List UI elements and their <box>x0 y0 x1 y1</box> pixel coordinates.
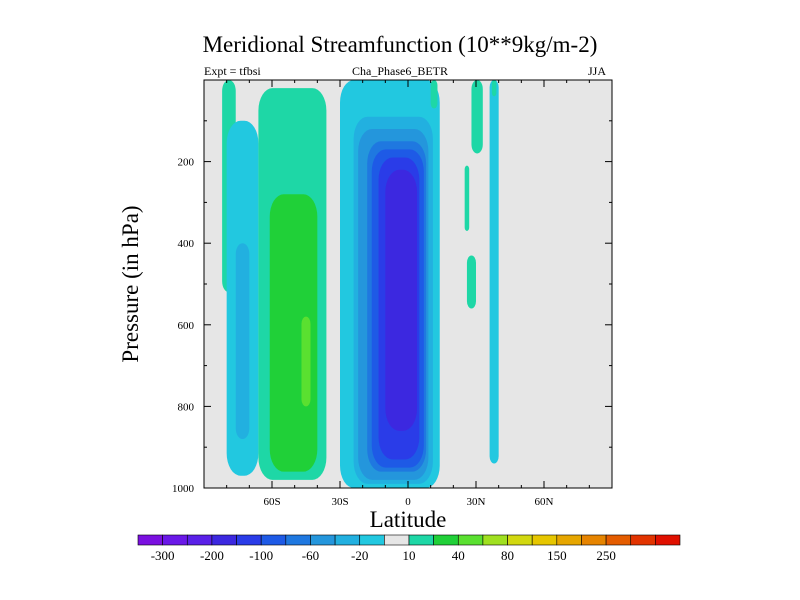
contour-fills <box>222 80 499 488</box>
colorbar-swatch <box>359 534 385 546</box>
colorbar-swatch <box>605 534 632 546</box>
contour-region-nh-strip-2 <box>464 165 470 231</box>
colorbar-label: -60 <box>302 548 319 563</box>
chart-title: Meridional Streamfunction (10**9kg/m-2) <box>202 32 598 57</box>
contour-region-hadley-core <box>385 169 418 431</box>
colorbar-swatch <box>236 534 262 546</box>
colorbar-label: 250 <box>596 548 616 563</box>
colorbar-label: -300 <box>151 548 175 563</box>
colorbar-swatch <box>285 534 311 546</box>
contour-region-nh-strip-6 <box>491 80 497 97</box>
colorbar-label: 10 <box>403 548 416 563</box>
colorbar-swatch <box>408 534 434 546</box>
y-axis: 200 400 600 800 1000 <box>172 120 612 495</box>
y-axis-title: Pressure (in hPa) <box>118 205 143 362</box>
y-tick-label: 1000 <box>172 483 195 495</box>
contour-region-sh-ferrel-core <box>301 316 311 407</box>
colorbar-swatch <box>260 534 287 546</box>
y-tick-label: 800 <box>178 401 195 413</box>
colorbar-swatch <box>531 534 558 546</box>
contour-region-nh-strip-5 <box>489 80 499 464</box>
colorbar-swatch <box>384 534 410 546</box>
y-tick-label: 600 <box>178 320 195 332</box>
colorbar-label: -200 <box>200 548 224 563</box>
colorbar-label: -20 <box>351 548 368 563</box>
colorbar-swatch <box>211 534 237 546</box>
x-axis-title: Latitude <box>370 507 447 532</box>
x-axis: 60S 30S 0 30N 60N <box>226 80 590 508</box>
x-tick-label: 0 <box>405 496 411 508</box>
contour-region-nh-strip-3 <box>466 255 476 309</box>
season-label: JJA <box>588 64 607 78</box>
colorbar-label: 150 <box>547 548 567 563</box>
model-label: Cha_Phase6_BETR <box>352 64 448 78</box>
contour-region-sh-polar-cell-inner <box>235 243 250 440</box>
colorbar-swatch <box>655 534 681 546</box>
x-tick-label: 30S <box>331 496 348 508</box>
colorbar-swatch <box>334 534 361 546</box>
colorbar: -300 -200 -100 -60 -20 10 40 80 150 250 <box>137 534 681 563</box>
y-tick-label: 200 <box>178 157 195 169</box>
colorbar-swatch <box>556 534 582 546</box>
colorbar-swatch <box>507 534 533 546</box>
colorbar-label: -100 <box>249 548 273 563</box>
x-tick-label: 30N <box>467 496 486 508</box>
colorbar-swatch <box>137 534 163 546</box>
colorbar-swatch <box>581 534 607 546</box>
contour-region-nh-strip-4 <box>471 80 483 154</box>
experiment-label: Expt = tfbsi <box>204 64 261 78</box>
x-tick-label: 60N <box>535 496 554 508</box>
colorbar-swatch <box>482 534 508 546</box>
colorbar-label: 40 <box>452 548 465 563</box>
colorbar-swatch <box>186 534 213 546</box>
colorbar-swatch <box>630 534 656 546</box>
x-tick-label: 60S <box>263 496 280 508</box>
colorbar-swatch <box>310 534 336 546</box>
contour-region-nh-strip-1 <box>430 80 438 109</box>
colorbar-swatch <box>162 534 188 546</box>
colorbar-swatch <box>433 534 459 546</box>
y-tick-label: 400 <box>178 238 195 250</box>
colorbar-swatch <box>457 534 484 546</box>
colorbar-label: 80 <box>501 548 514 563</box>
